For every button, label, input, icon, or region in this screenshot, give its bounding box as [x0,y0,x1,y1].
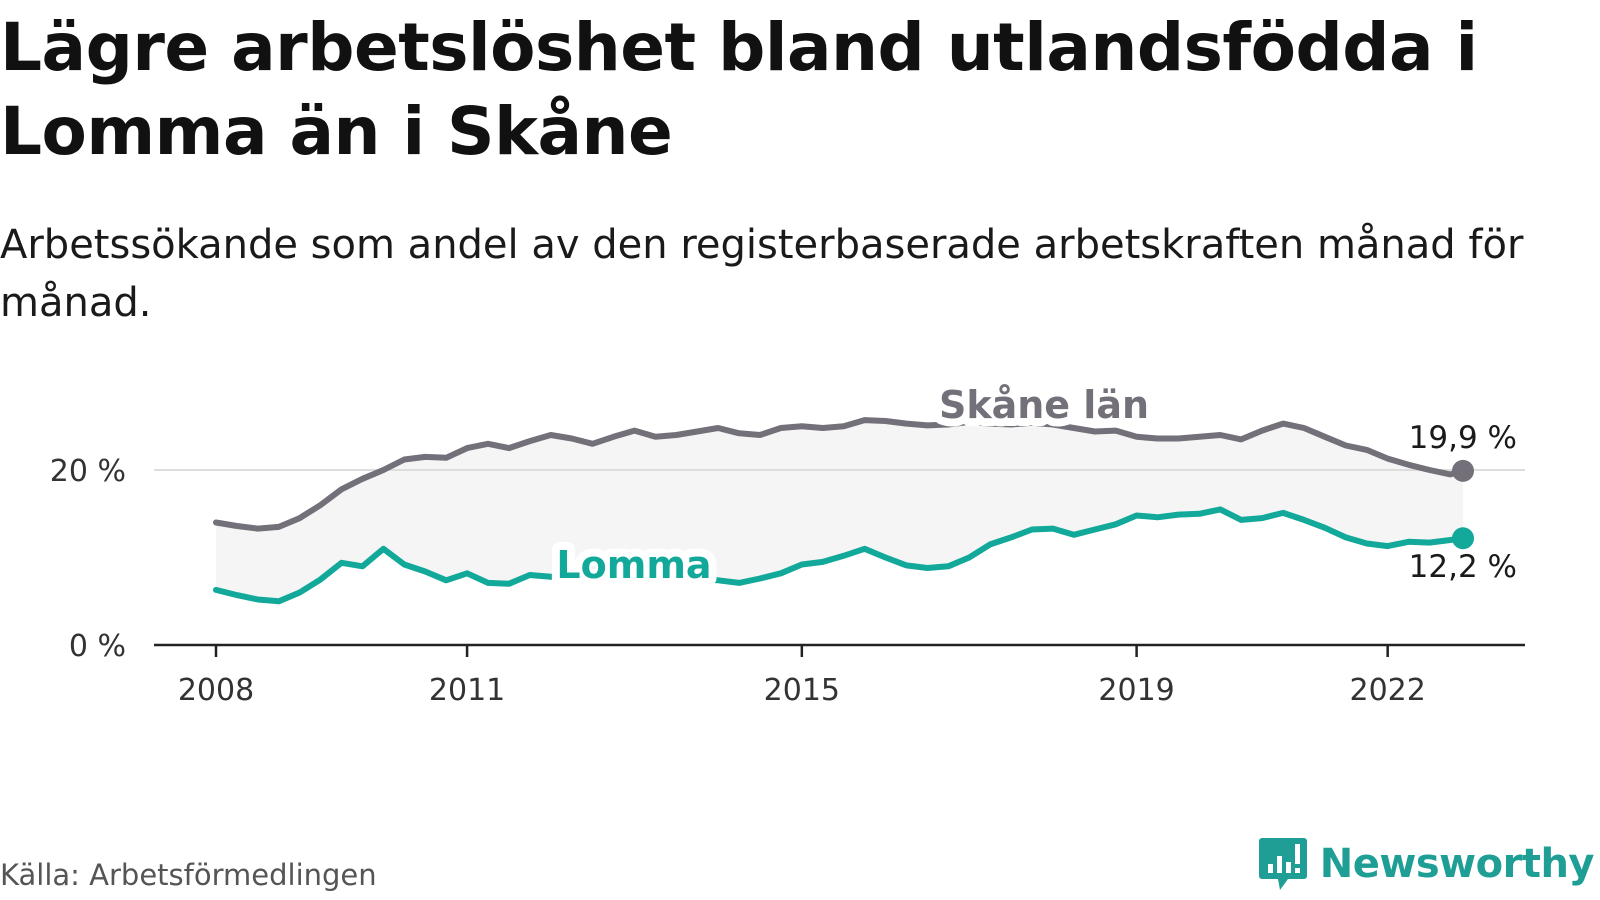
chart-title: Lägre arbetslöshet bland utlandsfödda i … [0,9,1478,170]
line-chart: 0 % 20 % 2008 2011 2015 2019 2022 Skåne län Lo… [50,375,1525,708]
series-line-skane [213,417,1466,532]
y-tick-label: 20 % [50,454,126,489]
series-line-lomma [213,506,1466,605]
source-note: Källa: Arbetsförmedlingen [0,858,377,892]
series-lines [213,417,1474,605]
y-tick-label: 0 % [69,629,126,664]
x-tick-label: 2019 [1098,673,1174,708]
series-label-lomma: Lomma [556,543,711,587]
range-band [216,420,1463,602]
series-label-skane: Skåne län [939,383,1149,427]
end-point-skane [1452,459,1474,482]
range-band-layer [216,420,1463,602]
chart-subtitle: Arbetssökande som andel av den registerb… [0,222,1524,326]
brand-name: Newsworthy [1319,841,1595,887]
end-value-label-skane: 19,9 % [1409,420,1517,456]
bar-chart-speech-bubble-icon [1258,838,1307,890]
x-tick-label: 2011 [429,673,505,708]
brand-logo: Newsworthy [1258,836,1595,892]
end-value-label-lomma: 12,2 % [1409,549,1517,585]
x-axis: 2008 2011 2015 2019 2022 [154,643,1525,708]
x-tick-label: 2008 [178,673,254,708]
series-labels: Skåne län Lomma 19,9 % 12,2 % [548,375,1517,595]
x-tick-label: 2022 [1349,673,1425,708]
x-tick-label: 2015 [764,673,840,708]
end-point-lomma [1452,527,1474,550]
